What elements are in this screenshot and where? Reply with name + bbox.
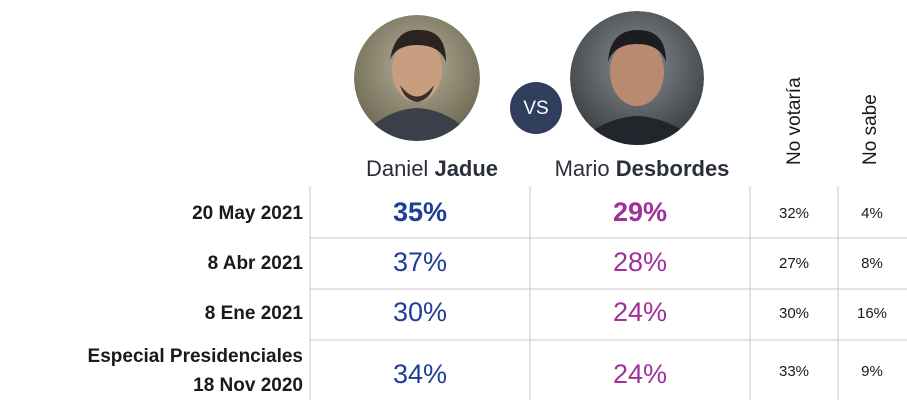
cell: 24% (613, 297, 667, 327)
cell: 4% (861, 205, 883, 222)
row-label: Especial Presidenciales (88, 346, 303, 367)
cell: 9% (861, 363, 883, 380)
cell: 8% (861, 255, 883, 272)
cell: 28% (613, 247, 667, 277)
row-label: 20 May 2021 (192, 203, 303, 224)
column-header: No sabe (860, 94, 881, 165)
column-header: No votaría (784, 77, 805, 165)
cell: 32% (779, 205, 809, 222)
candidate-name: Daniel Jadue (366, 156, 498, 181)
cell: 35% (393, 197, 447, 227)
cell: 27% (779, 255, 809, 272)
cell: 16% (857, 305, 887, 322)
row: 20 May 2021 35% 29% 32% 4% (192, 197, 883, 227)
candidate-name: Mario Desbordes (555, 156, 730, 181)
row: 8 Abr 2021 37% 28% 27% 8% (208, 247, 883, 277)
cell: 37% (393, 247, 447, 277)
photo (354, 15, 480, 145)
vs-text: VS (523, 98, 548, 119)
poll-table: VS Daniel Jadue Mario Desbordes No votar… (0, 0, 907, 400)
cell: 30% (393, 297, 447, 327)
photo (570, 11, 705, 150)
cell: 33% (779, 363, 809, 380)
cell: 30% (779, 305, 809, 322)
row: 8 Ene 2021 30% 24% 30% 16% (205, 297, 887, 327)
row-label: 18 Nov 2020 (193, 375, 303, 396)
cell: 34% (393, 359, 447, 389)
row-label: 8 Abr 2021 (208, 253, 304, 274)
cell: 29% (613, 197, 667, 227)
row-label: 8 Ene 2021 (205, 303, 304, 324)
row: Especial Presidenciales 18 Nov 2020 34% … (88, 346, 883, 396)
cell: 24% (613, 359, 667, 389)
